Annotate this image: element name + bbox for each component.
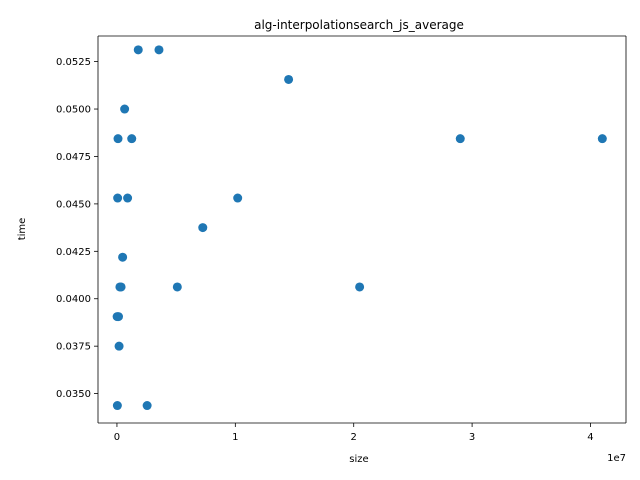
data-point	[284, 74, 294, 84]
y-tick-label: 0.0475	[56, 152, 91, 163]
chart-title: alg-interpolationsearch_js_average	[254, 18, 464, 32]
plot-frame	[97, 35, 627, 424]
data-point	[116, 282, 126, 292]
data-point	[123, 193, 133, 203]
data-point	[120, 104, 130, 114]
y-tick-label: 0.0450	[56, 199, 91, 210]
y-tick-label: 0.0400	[56, 294, 91, 305]
y-tick-label: 0.0500	[56, 105, 91, 116]
y-tick-label: 0.0525	[56, 57, 91, 68]
x-axis-label: size	[349, 454, 368, 465]
data-point	[172, 282, 182, 292]
data-point	[112, 401, 122, 411]
x-tick-label: 4	[587, 432, 593, 443]
data-point	[597, 134, 607, 144]
data-point	[114, 341, 124, 351]
data-point	[455, 134, 465, 144]
x-tick-label: 3	[469, 432, 475, 443]
x-tick-label: 0	[114, 432, 120, 443]
data-point	[127, 134, 137, 144]
y-tick-label: 0.0375	[56, 342, 91, 353]
data-point	[154, 45, 164, 55]
data-point	[113, 193, 123, 203]
x-tick-label: 2	[351, 432, 357, 443]
data-point	[198, 223, 208, 233]
data-point	[233, 193, 243, 203]
data-point	[355, 282, 365, 292]
x-tick-label: 1	[232, 432, 238, 443]
data-point	[113, 312, 123, 322]
x-axis-offset-label: 1e7	[607, 453, 626, 464]
y-tick-label: 0.0350	[56, 389, 91, 400]
y-tick-label: 0.0425	[56, 247, 91, 258]
data-point	[142, 401, 152, 411]
x-axis-ticks: 0 1 2 3 4	[114, 423, 594, 443]
y-axis-label: time	[17, 218, 28, 241]
data-point	[118, 252, 128, 262]
data-points	[112, 45, 607, 411]
data-point	[133, 45, 143, 55]
y-axis-ticks: 0.0350 0.0375 0.0400 0.0425 0.0450 0.0475 0.05…	[56, 57, 98, 400]
data-point	[113, 134, 123, 144]
